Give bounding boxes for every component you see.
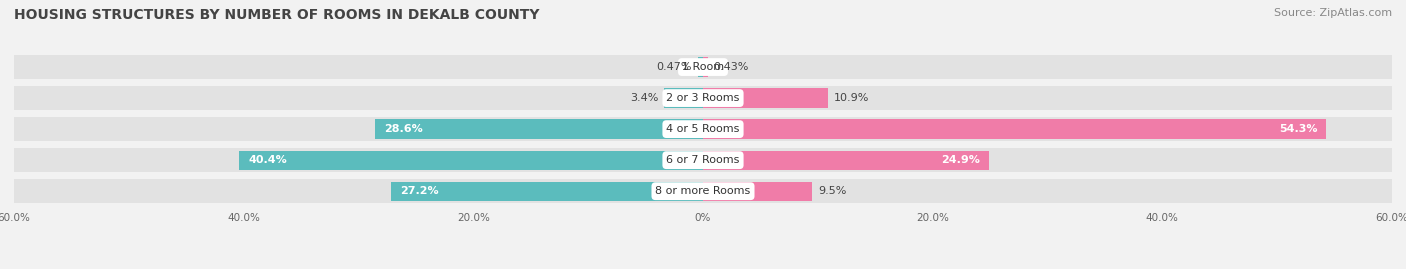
Bar xyxy=(703,151,988,170)
Text: 28.6%: 28.6% xyxy=(384,124,423,134)
Bar xyxy=(703,57,709,77)
Bar xyxy=(703,119,1326,139)
Bar xyxy=(703,89,828,108)
Bar xyxy=(14,117,1392,141)
Text: 6 or 7 Rooms: 6 or 7 Rooms xyxy=(666,155,740,165)
Text: 54.3%: 54.3% xyxy=(1279,124,1317,134)
Text: 3.4%: 3.4% xyxy=(630,93,658,103)
Text: HOUSING STRUCTURES BY NUMBER OF ROOMS IN DEKALB COUNTY: HOUSING STRUCTURES BY NUMBER OF ROOMS IN… xyxy=(14,8,540,22)
Text: 40.4%: 40.4% xyxy=(249,155,287,165)
Bar xyxy=(239,151,703,170)
Bar xyxy=(14,148,1392,172)
Text: 27.2%: 27.2% xyxy=(399,186,439,196)
Bar xyxy=(14,86,1392,110)
Text: 0.47%: 0.47% xyxy=(657,62,692,72)
Text: 10.9%: 10.9% xyxy=(834,93,869,103)
Text: 4 or 5 Rooms: 4 or 5 Rooms xyxy=(666,124,740,134)
Bar xyxy=(664,89,703,108)
Text: 24.9%: 24.9% xyxy=(941,155,980,165)
Text: Source: ZipAtlas.com: Source: ZipAtlas.com xyxy=(1274,8,1392,18)
Bar xyxy=(374,119,703,139)
Text: 9.5%: 9.5% xyxy=(818,186,846,196)
Text: 1 Room: 1 Room xyxy=(682,62,724,72)
Bar xyxy=(14,55,1392,79)
Bar xyxy=(697,57,703,77)
Text: 2 or 3 Rooms: 2 or 3 Rooms xyxy=(666,93,740,103)
Bar xyxy=(391,182,703,201)
Text: 0.43%: 0.43% xyxy=(714,62,749,72)
Bar xyxy=(703,182,813,201)
Bar xyxy=(14,179,1392,203)
Text: 8 or more Rooms: 8 or more Rooms xyxy=(655,186,751,196)
